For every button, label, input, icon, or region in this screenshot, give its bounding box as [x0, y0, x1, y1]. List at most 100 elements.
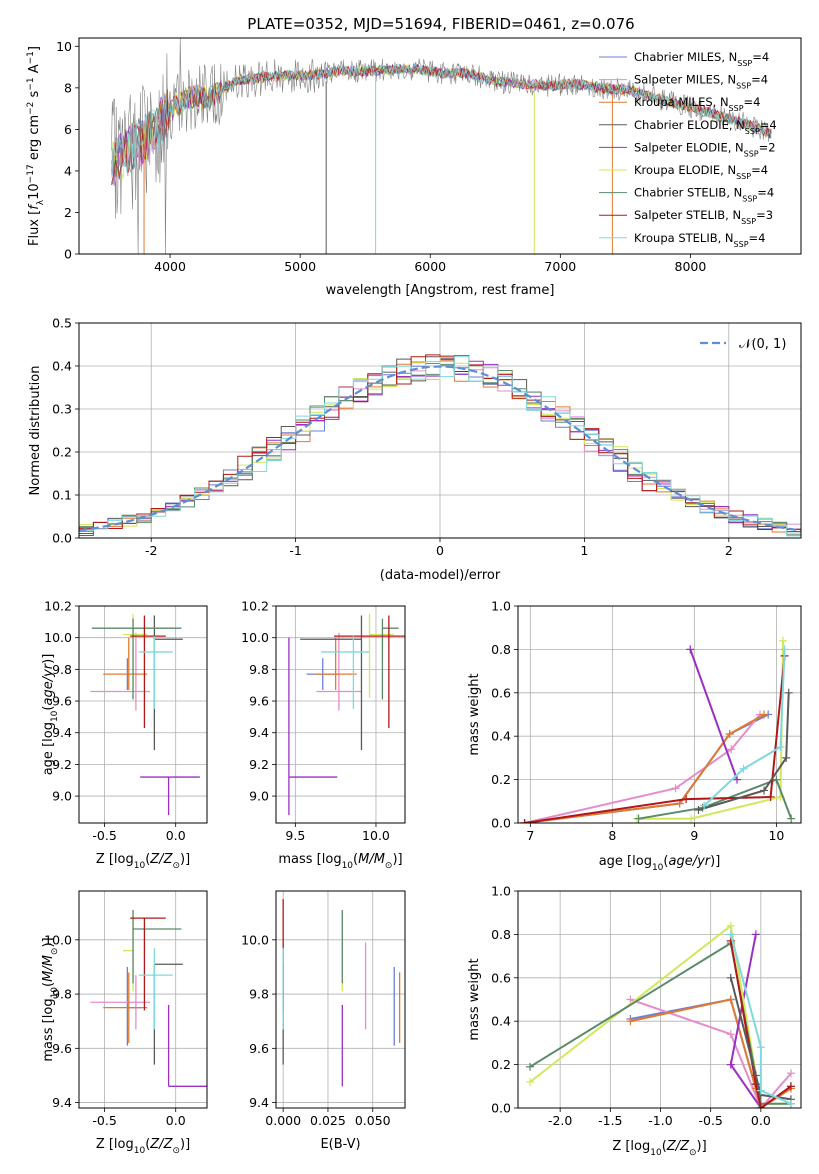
mass_vs_Z-ylabel-part: ⊙ [50, 948, 60, 956]
weight-marker [727, 745, 736, 754]
spectrum-xtick-label: 8000 [675, 259, 707, 274]
residuals-ytick-label: 0.1 [52, 488, 72, 503]
residuals-xtick-label: 0 [436, 543, 444, 558]
weight-marker [526, 1077, 535, 1086]
weight_vs_age-xlabel-part: age/yr [668, 854, 711, 869]
mass_vs_EBV-xtick-label: 0.025 [310, 1113, 346, 1128]
histogram-step [79, 356, 801, 537]
mass_vs_Z-xlabel: Z [log10(Z/Z⊙)] [96, 1137, 190, 1156]
weight-line [524, 713, 761, 823]
spectrum-title: PLATE=0352, MJD=51694, FIBERID=0461, z=0… [247, 15, 634, 33]
weight-marker [626, 995, 635, 1004]
mass_vs_EBV-ytick-label: 9.6 [249, 1041, 269, 1056]
legend-entry-sub: SSP [736, 172, 751, 181]
age_vs_mass-xlabel-part: ( [353, 852, 358, 867]
spectrum-model-line [111, 62, 772, 174]
weight-marker [786, 1069, 795, 1078]
legend-entry-nssp: =3 [756, 208, 773, 222]
legend-entry-name: Kroupa MILES, N [634, 95, 729, 109]
weight_vs_Z-xlabel-part: )] [697, 1139, 707, 1154]
legend-entry-sub: SSP [736, 81, 751, 90]
legend-entry: Salpeter MILES, NSSP=4 [634, 73, 768, 91]
weight-marker [784, 688, 793, 697]
weight_vs_Z-xlabel-part: ⊙ [689, 1148, 697, 1158]
spectrum-frame [78, 37, 802, 255]
mass_vs_Z-ytick-label: 9.4 [52, 1095, 72, 1110]
weight-marker [725, 730, 734, 739]
mass_vs_Z-xlabel-part: Z/Z [149, 1137, 173, 1152]
mass_vs_EBV-axes: 0.000 0.025 0.050 9.4 9.6 9.8 10.0 E(B-V) [241, 890, 406, 1152]
weight-marker [786, 1082, 795, 1091]
weight-line [638, 778, 793, 820]
age_vs_Z-ylabel-part: age/yr [41, 662, 56, 705]
age_vs_Z-ytick-label: 9.2 [52, 757, 72, 772]
weight-marker [694, 805, 703, 814]
age_vs_Z-xtick-label: -0.5 [92, 828, 116, 843]
age_vs_Z-frame [78, 605, 208, 824]
weight-marker [751, 930, 760, 939]
weight_vs_age-xlabel-part: )] [710, 854, 720, 869]
residuals-xtick-label: -2 [145, 543, 157, 558]
mass_vs_Z-ylabel-part: )] [41, 937, 56, 947]
age_vs_mass-frame [275, 605, 406, 824]
weight-line [524, 655, 786, 823]
age_vs_mass-xtick-label: 9.5 [285, 828, 305, 843]
weight_vs_age-xlabel-part: ( [663, 854, 668, 869]
mass_vs_Z-xlabel-part: 10 [134, 1146, 146, 1156]
spectrum-xtick-label: 4000 [154, 259, 186, 274]
weight-line [689, 649, 738, 780]
mass_vs_Z-ylabel-part: 10 [50, 987, 60, 999]
age_vs_mass-ytick-label: 10.0 [241, 630, 269, 645]
residuals-ytick-label: 0.0 [52, 531, 72, 546]
age_vs_mass-axes: 9.5 10.0 9.0 9.2 9.4 9.6 9.8 10.0 10.2 mass [log1… [241, 599, 406, 871]
weight-marker [526, 1062, 535, 1071]
weight-marker [772, 775, 781, 784]
weight-marker [766, 792, 775, 801]
legend-entry-nssp: =4 [760, 118, 777, 132]
weight-marker [726, 973, 735, 982]
age_vs_mass-xlabel-part: )] [392, 852, 402, 867]
age_vs_mass-xtick-label: 10.0 [362, 828, 390, 843]
weight-marker [520, 819, 529, 823]
residuals-ytick-label: 0.3 [52, 402, 72, 417]
residuals-ytick-label: 0.4 [52, 359, 72, 374]
spectrum-ylabel-part: −2 [26, 102, 36, 115]
weight_vs_Z-ytick-label: 0.4 [491, 1014, 511, 1029]
mass_vs_EBV-plot [282, 899, 401, 1087]
spectrum-axes: 4000 5000 6000 7000 8000 0 2 4 6 8 10 Chabrier MILE… [26, 37, 802, 298]
legend-entry-nssp: =4 [751, 163, 768, 177]
weight_vs_Z-xtick-label: -1.0 [648, 1113, 672, 1128]
age_vs_Z-xlabel-part: 10 [134, 861, 146, 871]
spectrum-model-line [111, 64, 772, 185]
mass_vs_EBV-ytick-label: 9.4 [249, 1095, 269, 1110]
mass_vs_Z-ylabel-part: ( [41, 982, 56, 987]
residuals-frame [78, 322, 802, 539]
weight-line [524, 713, 765, 823]
legend-entry: Kroupa MILES, NSSP=4 [634, 95, 760, 113]
spectrum-ytick-label: 0 [64, 247, 72, 262]
mass_vs_Z-ylabel: mass [log10(M/M⊙)] [41, 937, 60, 1061]
legend-entry: Chabrier ELODIE, NSSP=4 [634, 118, 777, 136]
weight_vs_age-ytick-label: 0.2 [491, 772, 511, 787]
mass_vs_EBV-xlabel: E(B-V) [320, 1137, 360, 1152]
legend-entry-name: Chabrier STELIB, N [634, 186, 742, 200]
age_vs_Z-ylabel: age [log10(age/yr)] [41, 654, 60, 776]
age_vs_Z-ylabel-part: 10 [50, 710, 60, 722]
weight_vs_Z-xlabel-part: ( [662, 1139, 667, 1154]
weight-marker [682, 795, 691, 804]
age_vs_Z-xlabel-part: Z [log [96, 852, 134, 867]
weight_vs_age-xtick-label: 9 [690, 828, 698, 843]
weight-marker [760, 786, 769, 795]
weight_vs_Z-xtick-label: 0.0 [751, 1113, 771, 1128]
spectrum-ylabel-part: A [27, 64, 42, 77]
weight-marker [760, 710, 769, 719]
age_vs_mass-xlabel-part: 10 [342, 861, 354, 871]
legend-entry-sub: SSP [742, 194, 757, 203]
mass_vs_EBV-ytick-label: 10.0 [241, 932, 269, 947]
legend-entry-nssp: =4 [752, 50, 769, 64]
age_vs_Z-xlabel-part: Z/Z [149, 852, 173, 867]
spectrum-ylabel-part: Flux [ [27, 210, 42, 246]
weight-marker [756, 1043, 765, 1052]
